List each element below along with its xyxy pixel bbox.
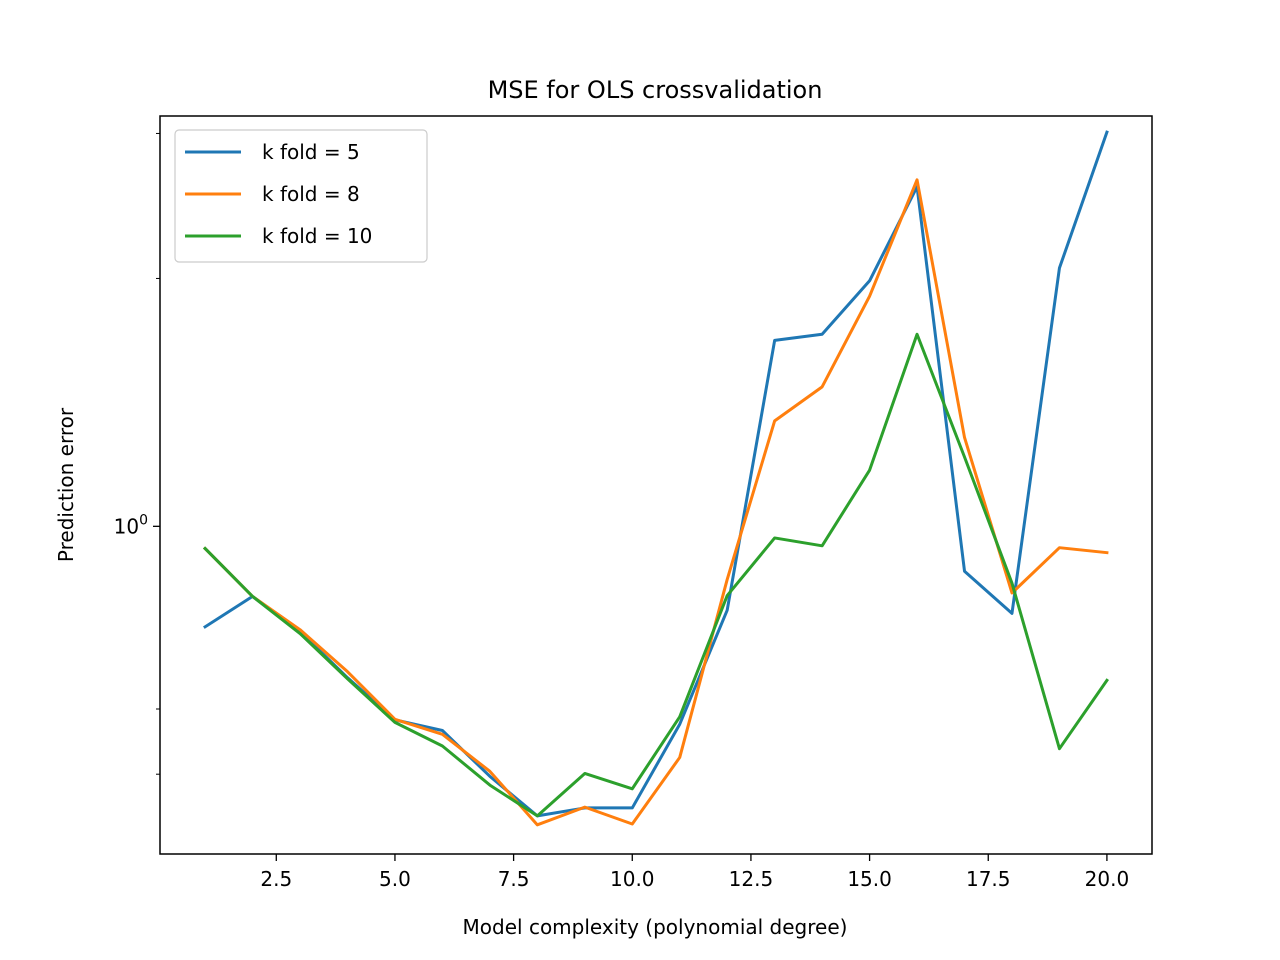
chart-title: MSE for OLS crossvalidation	[488, 76, 823, 104]
series-line-2	[202, 178, 1109, 827]
x-tick-label: 5.0	[379, 867, 411, 891]
y-axis: 100	[114, 132, 160, 775]
x-tick-label: 7.5	[498, 867, 530, 891]
x-axis-title: Model complexity (polynomial degree)	[463, 915, 848, 939]
y-axis-title: Prediction error	[54, 407, 78, 562]
legend-label-3: k fold = 10	[262, 224, 372, 248]
legend-box	[174, 129, 428, 263]
x-tick-label: 15.0	[847, 867, 892, 891]
x-tick-label: 12.5	[729, 867, 774, 891]
legend-label-2: k fold = 8	[262, 182, 360, 206]
x-tick-label: 20.0	[1085, 867, 1130, 891]
legend-label-1: k fold = 5	[262, 140, 360, 164]
series-layer	[202, 130, 1109, 827]
plot-frame	[159, 115, 1153, 855]
series-line-3	[202, 332, 1109, 818]
x-tick-label: 17.5	[966, 867, 1011, 891]
x-tick-label: 10.0	[610, 867, 655, 891]
x-axis: 2.5 5.0 7.5 10.0 12.5 15.0 17.5 20.0	[260, 854, 1129, 891]
y-tick-label: 100	[114, 512, 148, 538]
x-tick-label: 2.5	[260, 867, 292, 891]
legend: k fold = 5 k fold = 8 k fold = 10	[174, 129, 428, 263]
